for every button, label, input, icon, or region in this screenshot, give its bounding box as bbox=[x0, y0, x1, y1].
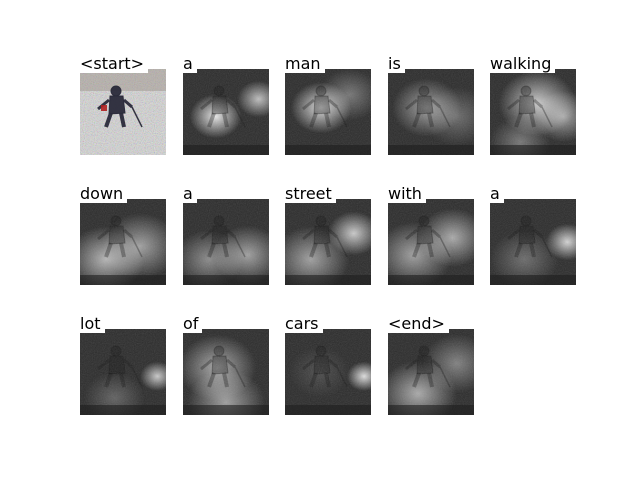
attention-heatmap bbox=[80, 329, 166, 415]
attention-cell: with bbox=[388, 185, 474, 285]
attention-cell: down bbox=[80, 185, 166, 285]
attention-heatmap bbox=[285, 199, 371, 285]
attention-heatmap bbox=[285, 329, 371, 415]
attention-heatmap bbox=[183, 199, 269, 285]
caption-word-label: is bbox=[388, 55, 405, 73]
attention-cell: a bbox=[183, 185, 269, 285]
attention-heatmap bbox=[80, 199, 166, 285]
caption-word-label: walking bbox=[490, 55, 556, 73]
caption-word-label: lot bbox=[80, 315, 105, 333]
caption-word-label: of bbox=[183, 315, 203, 333]
caption-word-label: man bbox=[285, 55, 325, 73]
attention-cell: lot bbox=[80, 315, 166, 415]
caption-word-label: cars bbox=[285, 315, 323, 333]
attention-cell: cars bbox=[285, 315, 371, 415]
attention-heatmap bbox=[183, 69, 269, 155]
attention-heatmap bbox=[490, 69, 576, 155]
attention-cell: a bbox=[183, 55, 269, 155]
attention-heatmap bbox=[388, 329, 474, 415]
caption-word-label: a bbox=[183, 185, 197, 203]
attention-cell: is bbox=[388, 55, 474, 155]
attention-heatmap bbox=[490, 199, 576, 285]
attention-heatmap bbox=[388, 69, 474, 155]
attention-cell: of bbox=[183, 315, 269, 415]
attention-heatmap bbox=[285, 69, 371, 155]
caption-word-label: with bbox=[388, 185, 426, 203]
caption-word-label: <start> bbox=[80, 55, 149, 73]
source-photo bbox=[80, 69, 166, 155]
attention-cell: a bbox=[490, 185, 576, 285]
attention-cell: walking bbox=[490, 55, 576, 155]
caption-word-label: street bbox=[285, 185, 336, 203]
caption-word-label: a bbox=[183, 55, 197, 73]
caption-word-label: down bbox=[80, 185, 128, 203]
attention-heatmap bbox=[183, 329, 269, 415]
caption-word-label: <end> bbox=[388, 315, 449, 333]
attention-cell: street bbox=[285, 185, 371, 285]
attention-cell: <start> bbox=[80, 55, 166, 155]
caption-word-label: a bbox=[490, 185, 504, 203]
attention-cell: <end> bbox=[388, 315, 474, 415]
attention-heatmap bbox=[388, 199, 474, 285]
attention-cell: man bbox=[285, 55, 371, 155]
